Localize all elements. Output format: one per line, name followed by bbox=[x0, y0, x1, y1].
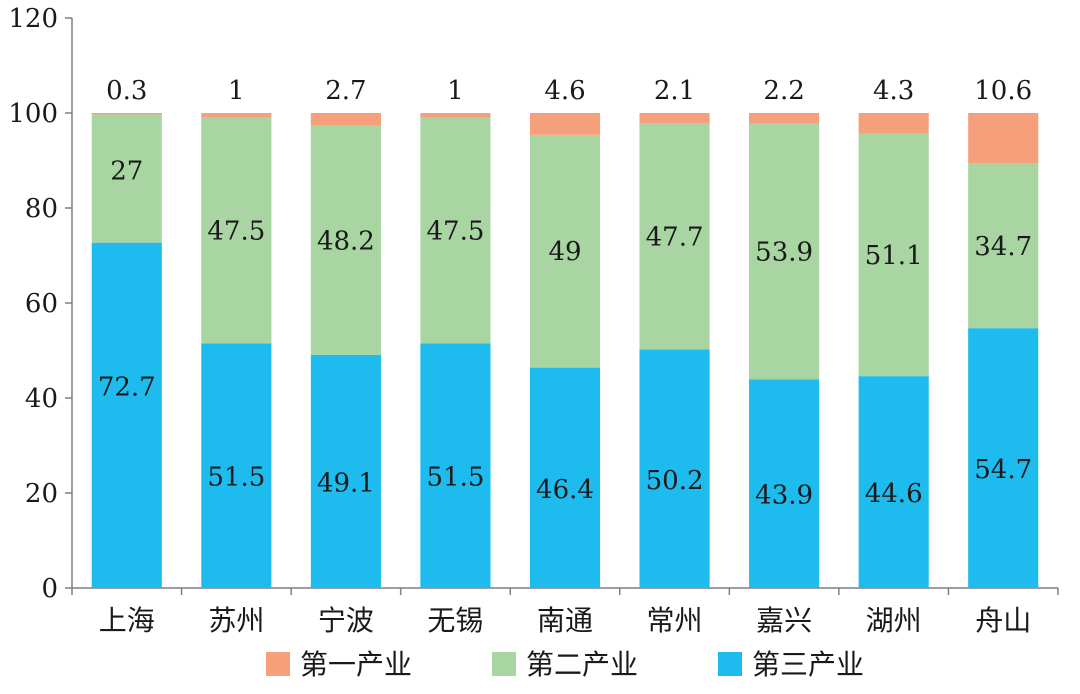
bar-segment bbox=[858, 113, 929, 134]
data-label: 49.1 bbox=[317, 468, 375, 498]
data-label: 10.6 bbox=[974, 76, 1032, 106]
bar-segment bbox=[420, 343, 491, 588]
bar-segment bbox=[968, 328, 1039, 588]
legend-label: 第二产业 bbox=[526, 648, 638, 681]
x-tick-label: 常州 bbox=[647, 604, 703, 637]
data-label: 2.1 bbox=[654, 76, 695, 106]
bar-segment bbox=[858, 376, 929, 588]
bar-segment bbox=[91, 114, 162, 243]
x-tick-label: 上海 bbox=[99, 604, 155, 637]
bar-segment bbox=[201, 113, 272, 118]
data-label: 1 bbox=[228, 76, 245, 106]
bar-segment bbox=[420, 117, 491, 344]
bar-segment bbox=[639, 122, 710, 350]
data-label: 53.9 bbox=[755, 237, 813, 267]
y-tick-label: 100 bbox=[8, 99, 58, 129]
legend-label: 第三产业 bbox=[752, 648, 864, 681]
legend: 第一产业 第二产业 第三产业 bbox=[266, 648, 864, 681]
data-label: 27 bbox=[110, 157, 143, 187]
x-tick-label: 嘉兴 bbox=[756, 604, 812, 637]
data-label: 34.7 bbox=[974, 232, 1032, 262]
data-label: 44.6 bbox=[865, 479, 923, 509]
bars bbox=[91, 113, 1039, 589]
bar-segment bbox=[749, 379, 820, 588]
data-label: 49 bbox=[548, 237, 581, 267]
legend-label: 第一产业 bbox=[300, 648, 412, 681]
bar-segment bbox=[529, 113, 601, 135]
legend-swatch bbox=[266, 652, 290, 676]
data-label: 51.1 bbox=[865, 241, 923, 271]
x-tick-label: 无锡 bbox=[427, 604, 483, 637]
data-label: 51.5 bbox=[426, 463, 484, 493]
data-label: 48.2 bbox=[317, 226, 375, 256]
data-label: 46.4 bbox=[536, 475, 594, 505]
y-tick-label: 0 bbox=[41, 574, 58, 604]
data-label: 1 bbox=[447, 76, 464, 106]
bar-segment bbox=[529, 367, 601, 588]
data-label: 72.7 bbox=[98, 372, 156, 402]
y-tick-label: 120 bbox=[8, 4, 58, 34]
bar-segment bbox=[310, 125, 381, 355]
data-label: 54.7 bbox=[974, 455, 1032, 485]
y-tick-label: 60 bbox=[25, 289, 58, 319]
bar-segment bbox=[968, 163, 1039, 329]
bar-segment bbox=[639, 349, 710, 588]
data-label: 4.3 bbox=[873, 76, 914, 106]
bar-segment bbox=[858, 133, 929, 377]
data-label: 47.5 bbox=[426, 217, 484, 247]
bar-segment bbox=[91, 242, 162, 589]
data-label: 47.5 bbox=[207, 217, 265, 247]
bar-segment bbox=[91, 113, 162, 115]
bar-segment bbox=[420, 113, 491, 118]
data-label: 43.9 bbox=[755, 481, 813, 511]
x-tick-label: 南通 bbox=[537, 604, 593, 637]
x-tick-label: 苏州 bbox=[208, 604, 264, 637]
bar-segment bbox=[968, 113, 1039, 164]
x-tick-label: 湖州 bbox=[866, 604, 922, 637]
data-label: 50.2 bbox=[646, 466, 704, 496]
legend-swatch bbox=[492, 652, 516, 676]
bar-segment bbox=[310, 113, 381, 126]
data-label: 2.7 bbox=[325, 76, 366, 106]
data-label: 2.2 bbox=[763, 76, 804, 106]
axes: 0 20 40 60 80 100 120 上海 苏州 宁波 无锡 南通 常州 嘉兴 湖州 舟山 bbox=[8, 4, 1059, 637]
bar-segment bbox=[201, 117, 272, 344]
x-tick-label: 宁波 bbox=[318, 604, 374, 637]
y-tick-label: 40 bbox=[25, 384, 58, 414]
legend-swatch bbox=[718, 652, 742, 676]
bar-segment bbox=[529, 134, 601, 368]
bar-segment bbox=[639, 113, 710, 123]
x-tick-label: 舟山 bbox=[975, 604, 1031, 637]
y-tick-label: 80 bbox=[25, 194, 58, 224]
data-label: 47.7 bbox=[646, 222, 704, 252]
bar-segment bbox=[749, 113, 820, 124]
data-labels: 72.7 27 0.3 51.5 47.5 1 49.1 48.2 2.7 51.5 47.5 1 46… bbox=[98, 76, 1032, 511]
bar-segment bbox=[201, 343, 272, 588]
y-tick-label: 20 bbox=[25, 479, 58, 509]
data-label: 0.3 bbox=[106, 76, 147, 106]
data-label: 51.5 bbox=[207, 463, 265, 493]
data-label: 4.6 bbox=[544, 76, 585, 106]
bar-segment bbox=[749, 123, 820, 380]
bar-segment bbox=[310, 354, 381, 588]
